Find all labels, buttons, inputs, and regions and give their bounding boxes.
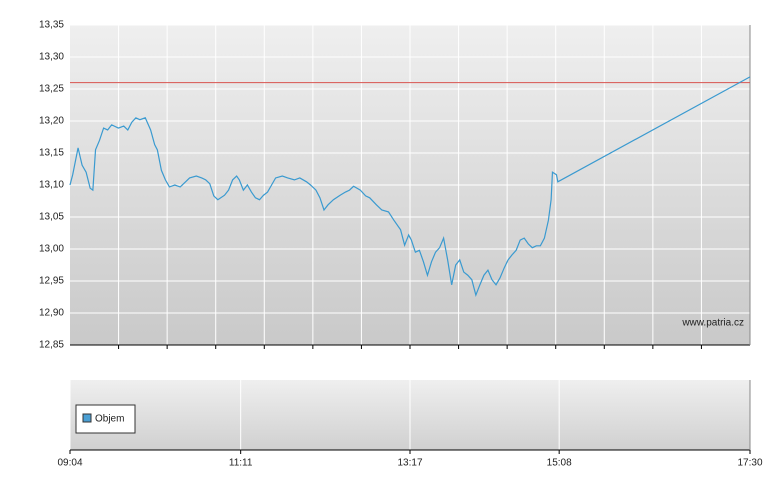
y-tick-label: 13,30 (39, 52, 64, 63)
legend-label: Objem (95, 414, 124, 425)
x-tick-label: 17:30 (737, 458, 762, 469)
y-tick-label: 13,15 (39, 148, 64, 159)
y-tick-label: 13,05 (39, 212, 64, 223)
x-tick-label: 15:08 (547, 458, 572, 469)
x-tick-label: 13:17 (397, 458, 422, 469)
y-tick-label: 13,10 (39, 180, 64, 191)
price-line (69, 76, 751, 298)
y-tick-label: 12,85 (39, 340, 64, 351)
y-tick-label: 13,35 (39, 20, 64, 31)
legend-swatch (82, 413, 92, 423)
y-tick-label: 12,90 (39, 308, 64, 319)
y-tick-label: 13,25 (39, 84, 64, 95)
x-tick-label: 09:04 (57, 458, 82, 469)
y-tick-label: 13,00 (39, 244, 64, 255)
watermark: www.patria.cz (681, 318, 744, 329)
x-tick-label: 11:11 (229, 458, 253, 469)
y-tick-label: 12,95 (39, 276, 64, 287)
y-tick-label: 13,20 (39, 116, 64, 127)
